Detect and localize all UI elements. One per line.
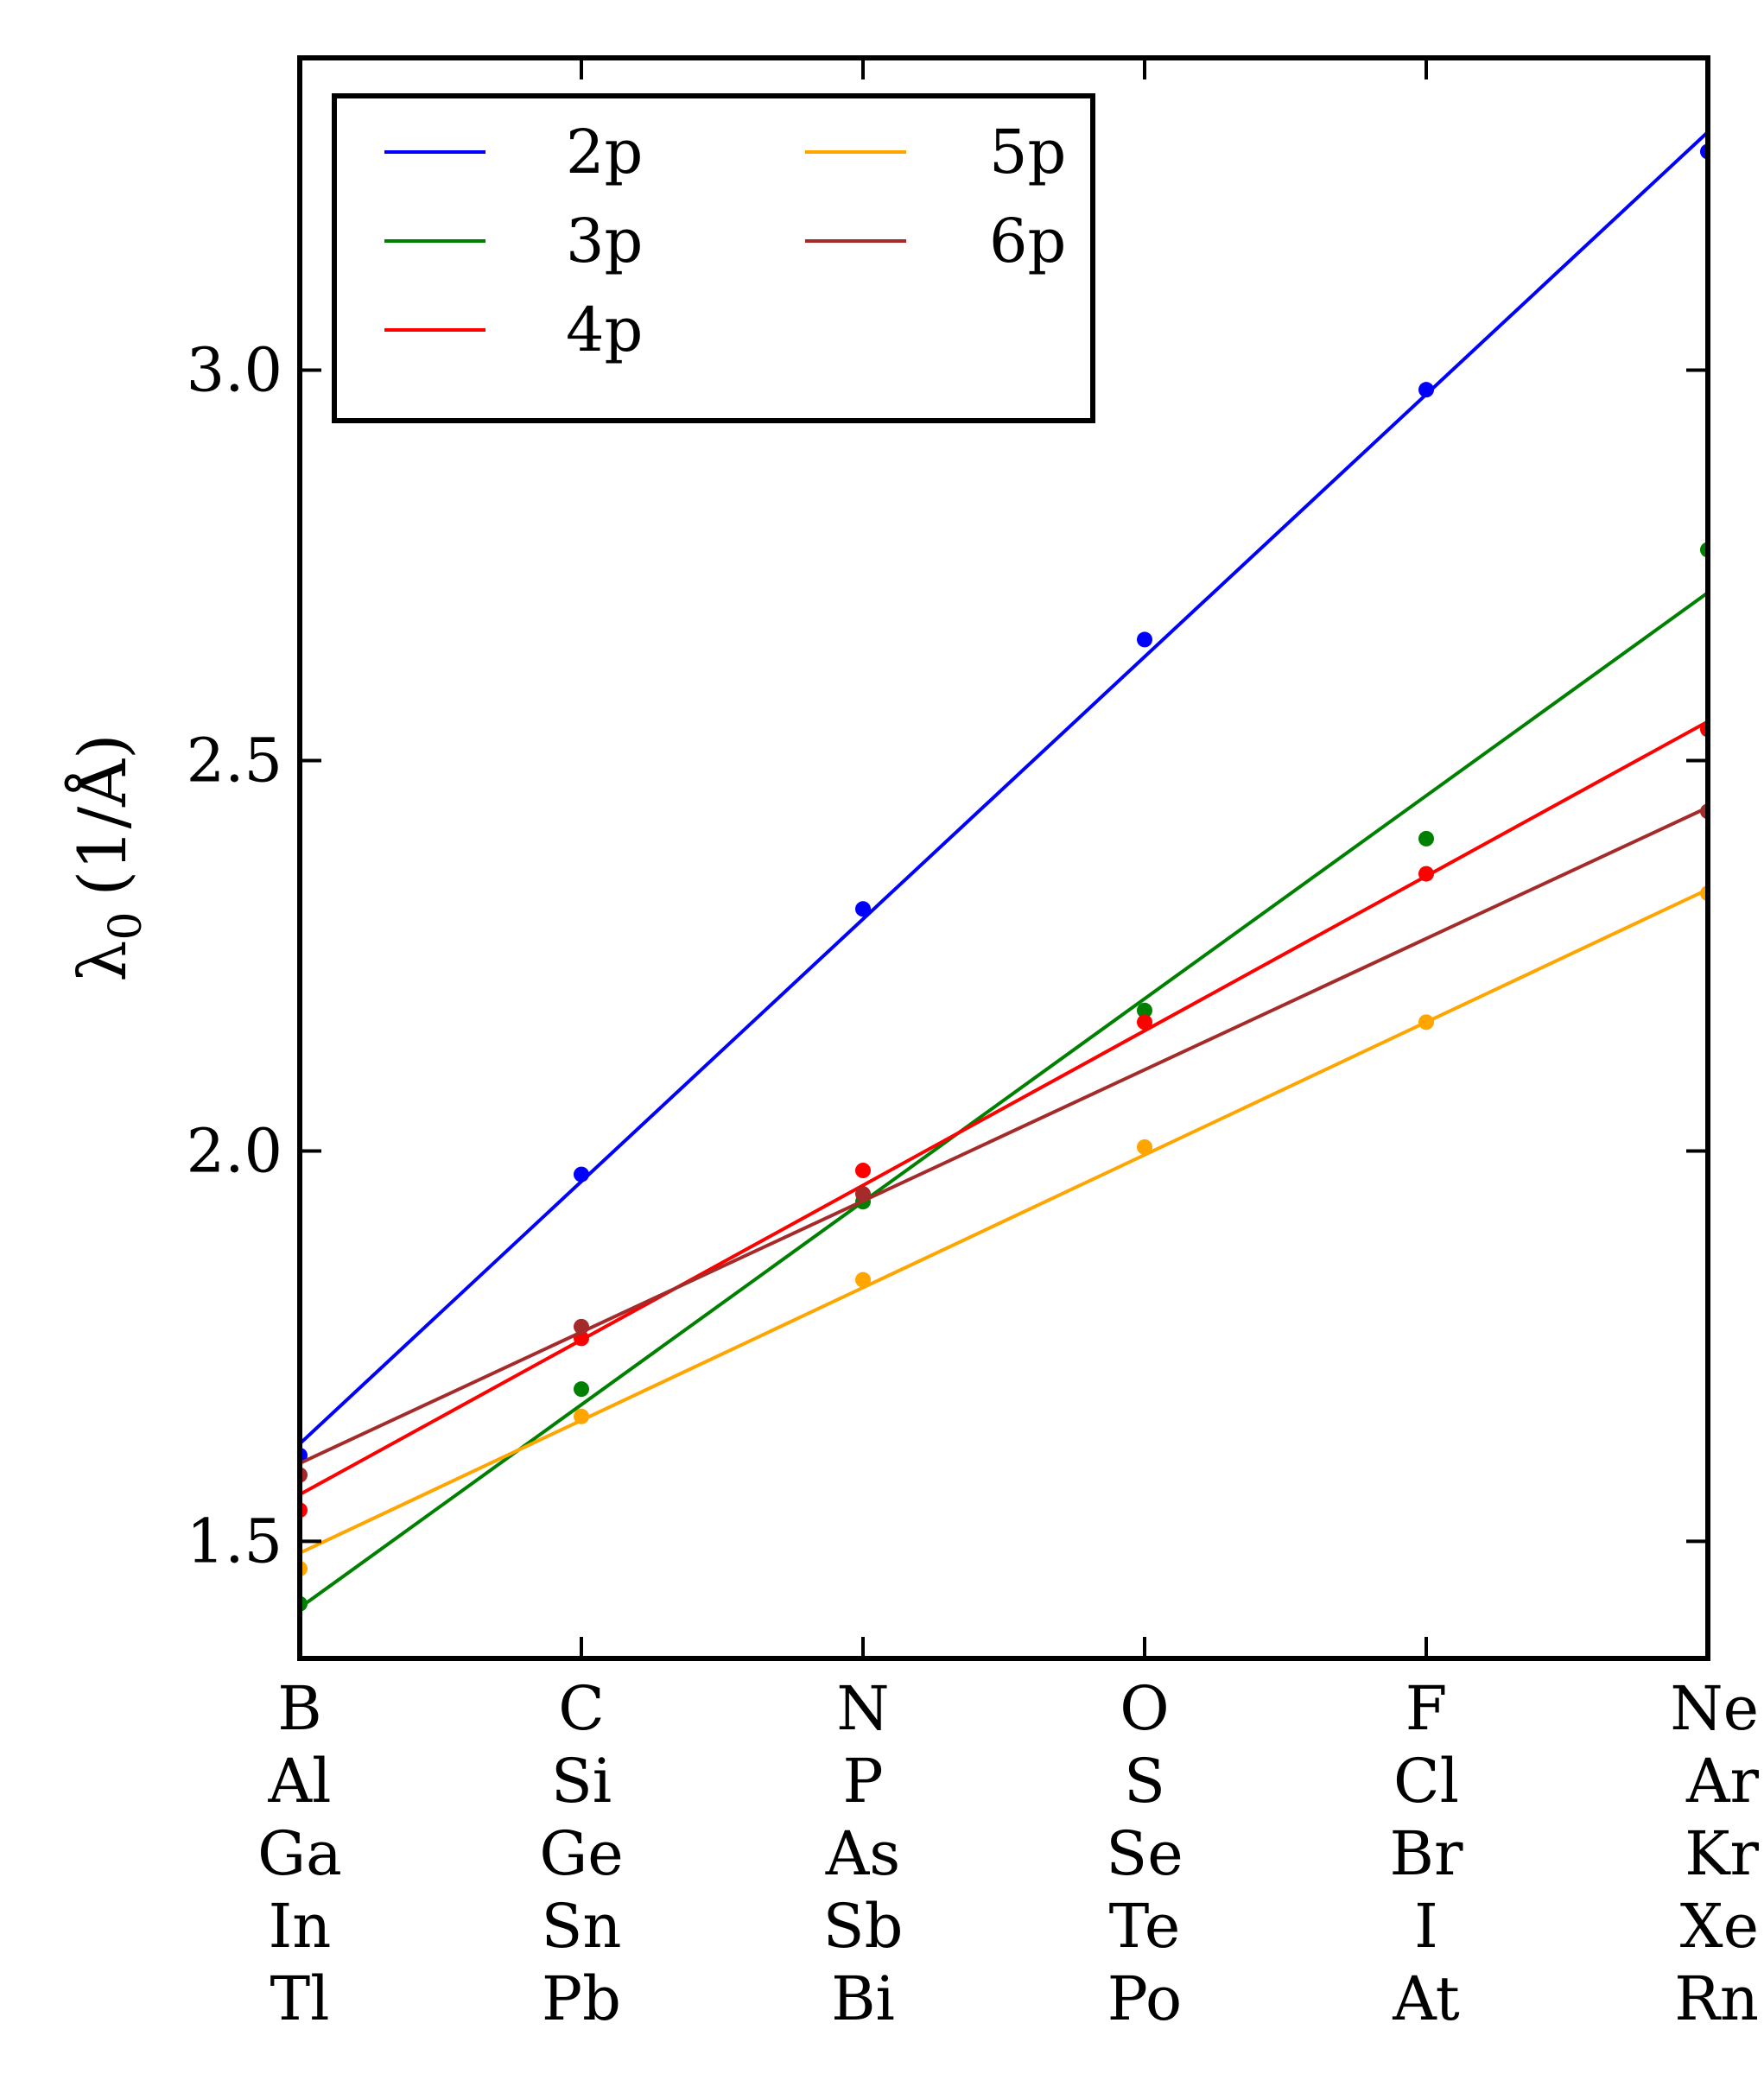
legend-items: 2p 3p 4p 5p 6p bbox=[384, 117, 1066, 365]
data-point-6p-C bbox=[574, 1318, 589, 1335]
data-point-2p-F bbox=[1418, 382, 1434, 398]
x-category-label: Tl bbox=[270, 1963, 329, 2034]
data-point-6p-N bbox=[855, 1186, 871, 1202]
x-category-label: N bbox=[836, 1673, 889, 1744]
legend-item-5p: 5p bbox=[805, 117, 1066, 187]
y-axis-label-subscript: 0 bbox=[100, 911, 152, 940]
legend-label: 5p bbox=[989, 117, 1066, 187]
x-category-label: Ne bbox=[1670, 1673, 1759, 1744]
data-point-2p-N bbox=[855, 901, 871, 917]
data-point-5p-O bbox=[1137, 1138, 1152, 1155]
legend-box bbox=[332, 93, 1095, 423]
x-category-label: As bbox=[825, 1818, 900, 1889]
x-category-label: Sn bbox=[541, 1891, 621, 1962]
y-tick-label: 2.0 bbox=[187, 1115, 282, 1186]
x-category-label: Rn bbox=[1674, 1963, 1759, 2034]
fit-line-5p bbox=[300, 887, 1708, 1555]
x-category-label: S bbox=[1124, 1746, 1165, 1817]
x-category-label: B bbox=[277, 1673, 321, 1744]
legend-label: 4p bbox=[566, 295, 643, 365]
x-category-label: O bbox=[1120, 1673, 1169, 1744]
y-axis-label-symbol: λ bbox=[64, 941, 141, 982]
data-point-5p-N bbox=[855, 1271, 871, 1288]
tick-marks bbox=[298, 58, 1710, 1658]
legend-item-4p: 4p bbox=[384, 295, 643, 365]
x-category-labels: B C N O F Ne Al Si P S Cl Ar Ga Ge As Se Br Kr In Sn Sb Te I Xe… bbox=[257, 1673, 1759, 2034]
x-category-label: At bbox=[1392, 1963, 1459, 2034]
x-category-label: Po bbox=[1107, 1963, 1182, 2034]
legend-label: 2p bbox=[566, 117, 643, 187]
x-category-label: In bbox=[269, 1891, 332, 1962]
data-point-3p-F bbox=[1418, 830, 1434, 847]
data-point-2p-C bbox=[574, 1166, 589, 1183]
y-tick-label: 1.5 bbox=[187, 1506, 282, 1576]
x-category-label: I bbox=[1414, 1891, 1438, 1962]
y-axis-label-unit: (1/Å) bbox=[63, 733, 141, 896]
x-category-label: Se bbox=[1106, 1818, 1183, 1889]
y-tick-label: 2.5 bbox=[187, 726, 282, 796]
y-tick-labels: 1.5 2.0 2.5 3.0 bbox=[187, 335, 282, 1577]
fit-line-2p bbox=[300, 130, 1708, 1445]
legend-label: 6p bbox=[989, 206, 1066, 276]
fit-line-3p bbox=[300, 591, 1708, 1609]
x-category-label: Cl bbox=[1393, 1746, 1459, 1817]
x-category-label: Pb bbox=[542, 1963, 621, 2034]
y-axis-label: λ0 (1/Å) bbox=[63, 733, 152, 981]
fit-line-6p bbox=[300, 805, 1708, 1465]
x-category-label: C bbox=[558, 1673, 605, 1744]
x-category-label: Ge bbox=[539, 1818, 623, 1889]
x-category-label: F bbox=[1405, 1673, 1448, 1744]
x-category-label: Si bbox=[551, 1746, 612, 1817]
x-category-label: Br bbox=[1390, 1818, 1463, 1889]
legend-item-3p: 3p bbox=[384, 206, 643, 276]
data-point-5p-F bbox=[1418, 1014, 1434, 1030]
plot-frame bbox=[297, 55, 1710, 1661]
x-category-label: Bi bbox=[831, 1963, 895, 2034]
data-point-4p-O bbox=[1137, 1014, 1152, 1030]
x-category-label: P bbox=[842, 1746, 883, 1817]
data-point-5p-C bbox=[574, 1408, 589, 1424]
y-tick-label: 3.0 bbox=[187, 335, 282, 406]
legend-label: 3p bbox=[566, 206, 643, 276]
x-category-label: Kr bbox=[1685, 1818, 1759, 1889]
data-point-4p-F bbox=[1418, 866, 1434, 882]
data-point-3p-O bbox=[1137, 1002, 1152, 1018]
x-category-label: Ga bbox=[257, 1818, 342, 1889]
data-point-2p-O bbox=[1137, 631, 1152, 648]
legend-item-2p: 2p bbox=[384, 117, 643, 187]
x-category-label: Te bbox=[1109, 1891, 1181, 1962]
data-point-3p-C bbox=[574, 1381, 589, 1398]
x-category-label: Sb bbox=[823, 1891, 904, 1962]
x-category-label: Al bbox=[268, 1746, 332, 1817]
x-category-label: Xe bbox=[1680, 1891, 1759, 1962]
legend: 2p 3p 4p 5p 6p bbox=[332, 93, 1095, 423]
data-point-4p-N bbox=[855, 1163, 871, 1179]
legend-item-6p: 6p bbox=[805, 206, 1066, 276]
fit-line-4p bbox=[300, 720, 1708, 1496]
x-category-label: Ar bbox=[1685, 1746, 1760, 1817]
